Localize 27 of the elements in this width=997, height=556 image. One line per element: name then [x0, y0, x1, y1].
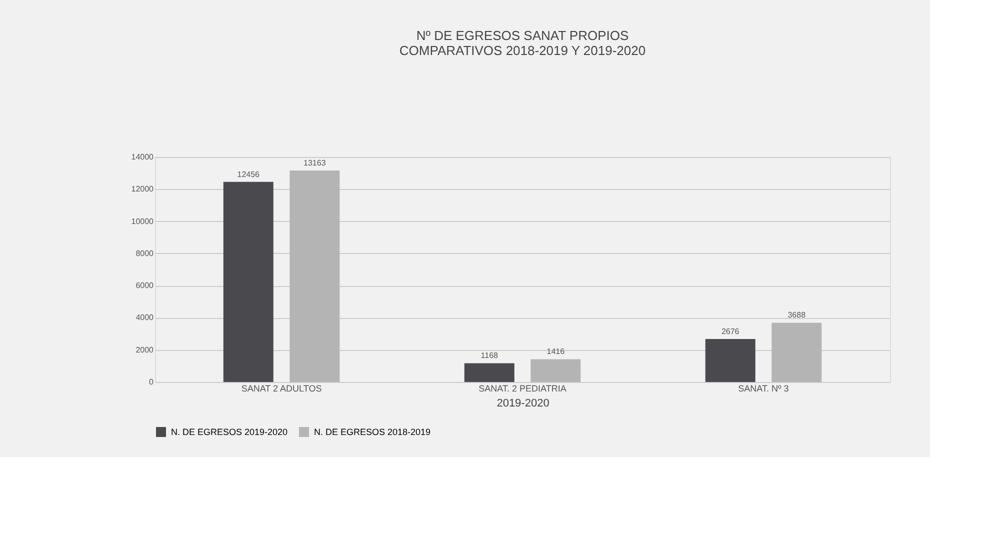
- data-label: 12456: [237, 170, 260, 179]
- bar: [290, 170, 340, 382]
- x-axis-title: 2019-2020: [496, 398, 550, 410]
- y-tick-label: 0: [149, 378, 154, 386]
- bar: [705, 338, 756, 382]
- x-tick-label: SANAT 2 ADULTOS: [241, 384, 322, 394]
- chart-title: Nº DE EGRESOS SANAT PROPIOS COMPARATIVOS 2018-2019 Y 2019-2020: [399, 28, 646, 58]
- y-tick-label: 6000: [136, 281, 154, 290]
- data-label: 13163: [304, 158, 326, 168]
- data-label: 2676: [721, 326, 740, 336]
- data-label: 1168: [480, 351, 499, 360]
- data-label: 1416: [546, 347, 566, 356]
- y-tick-label: 14000: [131, 152, 154, 162]
- bar: [223, 182, 274, 382]
- legend-label: N. DE EGRESOS 2018-2019: [314, 427, 431, 437]
- x-tick-label: SANAT. 2 PEDIATRIA: [478, 384, 566, 394]
- y-tick-label: 8000: [136, 248, 154, 258]
- y-tick-label: 4000: [136, 313, 154, 322]
- x-tick-label: SANAT. Nº 3: [738, 384, 789, 394]
- bar: [464, 363, 514, 382]
- y-tick-label: 10000: [131, 216, 154, 226]
- y-tick-label: 12000: [131, 184, 154, 194]
- bar: [530, 359, 581, 382]
- bar: [772, 322, 822, 382]
- legend-label: N. DE EGRESOS 2019-2020: [171, 427, 288, 437]
- y-tick-label: 2000: [136, 345, 154, 354]
- data-label: 3688: [788, 310, 806, 320]
